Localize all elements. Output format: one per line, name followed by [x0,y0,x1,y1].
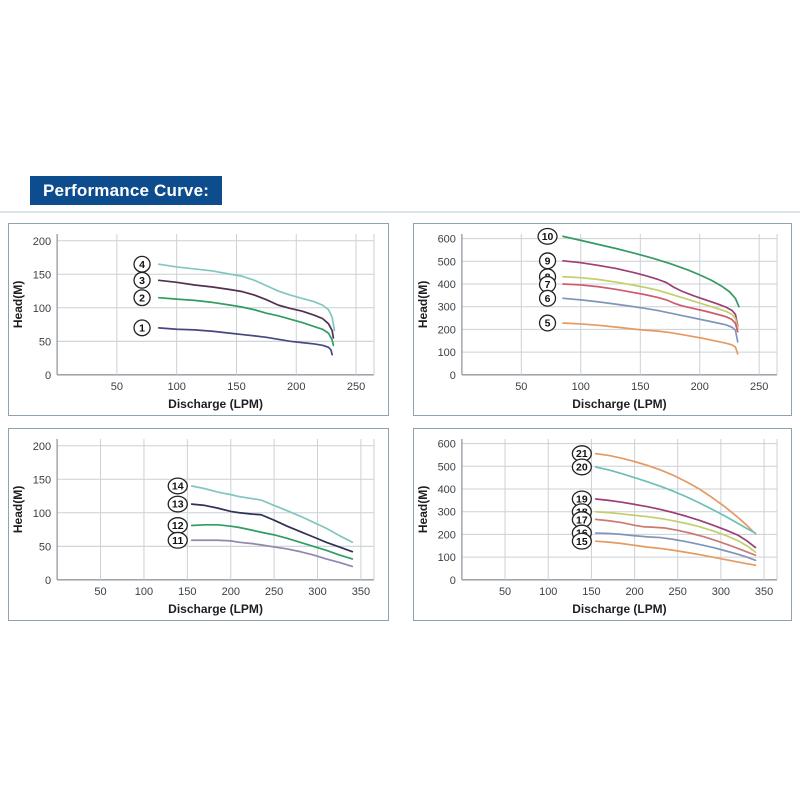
svg-text:250: 250 [347,381,365,393]
svg-text:Head(M): Head(M) [11,486,25,534]
svg-text:0: 0 [450,370,456,382]
svg-text:6: 6 [545,293,551,305]
svg-text:20: 20 [576,462,588,474]
svg-text:50: 50 [94,586,106,598]
performance-chart-models-5-10: 0100200300400500600501001502002501098765… [416,227,778,411]
performance-chart-models-15-21: 0 100 200 300 400 500 600 50 100 150 200 250 300 350 2… [416,439,778,616]
svg-text:14: 14 [172,481,184,493]
svg-text:7: 7 [545,279,551,291]
svg-text:300: 300 [438,302,456,314]
svg-text:350: 350 [755,586,773,598]
svg-text:0: 0 [450,575,456,587]
svg-text:100: 100 [135,586,153,598]
svg-text:250: 250 [750,381,768,393]
svg-text:350: 350 [352,586,370,598]
svg-text:150: 150 [33,269,51,281]
svg-text:300: 300 [308,586,326,598]
svg-text:17: 17 [576,514,588,526]
svg-text:50: 50 [515,381,527,393]
svg-text:300: 300 [712,586,730,598]
svg-text:300: 300 [438,507,456,519]
svg-text:100: 100 [438,552,456,564]
svg-text:600: 600 [438,439,456,451]
svg-text:600: 600 [438,234,456,246]
svg-text:200: 200 [625,586,643,598]
chart-panel-bottom-right: 0 100 200 300 400 500 600 50 100 150 200 250 300 350 2… [413,428,792,621]
svg-text:100: 100 [33,303,51,315]
chart-panel-top-right: 0100200300400500600501001502002501098765… [413,223,792,416]
svg-text:Discharge (LPM): Discharge (LPM) [168,602,263,616]
svg-text:200: 200 [287,381,305,393]
svg-text:250: 250 [669,586,687,598]
svg-text:50: 50 [39,336,51,348]
svg-text:150: 150 [631,381,649,393]
svg-text:50: 50 [499,586,511,598]
svg-text:400: 400 [438,484,456,496]
svg-text:150: 150 [178,586,196,598]
svg-text:250: 250 [265,586,283,598]
svg-text:12: 12 [172,520,184,532]
svg-text:4: 4 [139,259,145,271]
svg-text:Discharge (LPM): Discharge (LPM) [572,602,666,616]
svg-text:Head(M): Head(M) [11,281,25,329]
chart-panel-top-left: 0 50 100 150 200 50 100 150 200 250 4 3 2 1 Discharge … [8,223,389,416]
svg-text:500: 500 [438,256,456,268]
header-divider [0,211,800,213]
svg-text:100: 100 [33,508,51,520]
performance-chart-models-1-4: 0 50 100 150 200 50 100 150 200 250 4 3 2 1 Discharge … [11,234,375,411]
svg-text:100: 100 [167,381,185,393]
svg-text:200: 200 [438,324,456,336]
svg-text:100: 100 [438,347,456,359]
svg-text:2: 2 [139,292,145,304]
svg-text:500: 500 [438,461,456,473]
svg-text:13: 13 [172,499,184,511]
svg-text:150: 150 [582,586,600,598]
svg-text:200: 200 [33,236,51,248]
svg-text:100: 100 [572,381,590,393]
svg-text:50: 50 [111,381,123,393]
svg-text:100: 100 [539,586,557,598]
svg-text:200: 200 [438,529,456,541]
svg-text:0: 0 [45,370,51,382]
svg-text:Discharge (LPM): Discharge (LPM) [572,397,666,411]
svg-text:Discharge (LPM): Discharge (LPM) [168,397,263,411]
svg-text:0: 0 [45,575,51,587]
svg-text:50: 50 [39,541,51,553]
svg-text:3: 3 [139,275,145,287]
svg-text:200: 200 [33,441,51,453]
svg-text:11: 11 [172,535,183,547]
svg-text:400: 400 [438,279,456,291]
svg-text:21: 21 [576,448,588,460]
svg-text:5: 5 [545,318,551,330]
svg-text:200: 200 [691,381,709,393]
page-title: Performance Curve: [30,176,223,205]
performance-chart-models-11-14: 0 50 100 150 200 50 100 150 200 250 300 350 14 13 12 11… [11,439,375,616]
svg-text:200: 200 [222,586,240,598]
svg-text:10: 10 [542,231,554,243]
svg-text:150: 150 [227,381,245,393]
svg-text:19: 19 [576,494,588,506]
svg-text:9: 9 [545,255,551,267]
chart-panel-bottom-left: 0 50 100 150 200 50 100 150 200 250 300 350 14 13 12 11… [8,428,389,621]
svg-text:1: 1 [139,322,145,334]
svg-text:Head(M): Head(M) [416,486,430,534]
svg-text:Head(M): Head(M) [416,281,430,329]
svg-text:15: 15 [576,536,588,548]
svg-text:150: 150 [33,474,51,486]
